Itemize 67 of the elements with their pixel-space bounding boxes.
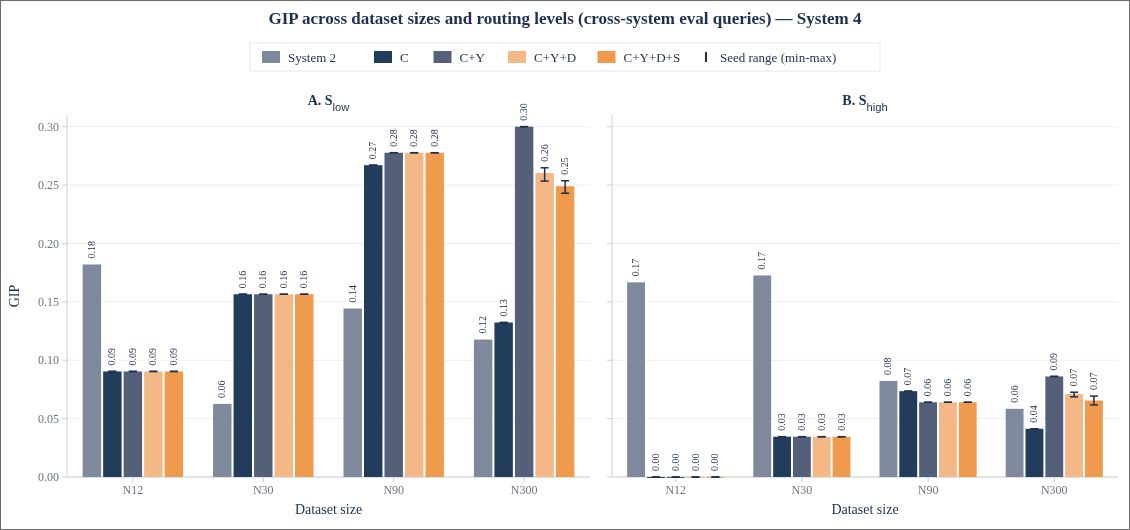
x-axis-title: Dataset size bbox=[831, 502, 899, 517]
data-label: 0.17 bbox=[630, 258, 642, 277]
data-label: 0.26 bbox=[538, 144, 550, 162]
data-label: 0.16 bbox=[257, 270, 269, 289]
data-label: 0.09 bbox=[147, 347, 159, 366]
data-label: 0.07 bbox=[1068, 368, 1080, 387]
legend-label: C+Y bbox=[459, 49, 486, 65]
data-label: 0.28 bbox=[387, 129, 399, 147]
data-label: 0.17 bbox=[756, 251, 768, 270]
x-tick-label: N12 bbox=[122, 483, 144, 497]
data-label: 0.04 bbox=[1028, 405, 1040, 423]
data-label: 0.07 bbox=[902, 367, 914, 386]
x-tick-label: N300 bbox=[1040, 483, 1068, 497]
data-label: 0.09 bbox=[167, 347, 179, 366]
legend-label: System 2 bbox=[288, 49, 337, 65]
data-label: 0.03 bbox=[776, 413, 788, 431]
data-label: 0.13 bbox=[497, 299, 509, 317]
x-tick-label: N90 bbox=[383, 483, 405, 497]
data-label: 0.06 bbox=[1008, 385, 1020, 403]
data-label: 0.28 bbox=[428, 129, 440, 147]
data-label: 0.16 bbox=[236, 270, 248, 289]
y-tick-label: 0.25 bbox=[38, 178, 59, 193]
legend-label: C+Y+D bbox=[534, 49, 577, 65]
data-label: 0.00 bbox=[709, 453, 721, 471]
data-label: 0.00 bbox=[669, 453, 681, 471]
data-label: 0.27 bbox=[367, 141, 379, 160]
text: Seed range (min-max) bbox=[720, 49, 837, 65]
y-tick-label: 0.10 bbox=[38, 353, 59, 368]
y-tick-label: 0.30 bbox=[38, 119, 59, 134]
data-label: 0.25 bbox=[559, 157, 571, 175]
data-label: 0.03 bbox=[795, 413, 807, 431]
x-tick-label: N12 bbox=[665, 483, 687, 497]
chart-subtitle: B. S$_{high}$ bbox=[842, 93, 888, 113]
data-label: 0.00 bbox=[649, 453, 661, 471]
x-tick-label: N30 bbox=[252, 483, 274, 497]
data-label: 0.03 bbox=[815, 413, 827, 431]
data-label: 0.16 bbox=[277, 270, 289, 289]
data-label: 0.09 bbox=[1048, 352, 1060, 371]
legend-label: C bbox=[400, 49, 409, 65]
x-tick-label: N300 bbox=[510, 483, 538, 497]
chart-subtitle: A. S$_{low}$ bbox=[307, 93, 351, 113]
data-label: 0.12 bbox=[477, 316, 489, 334]
y-tick-label: 0.20 bbox=[38, 236, 59, 251]
data-label: 0.00 bbox=[689, 453, 701, 471]
data-label: 0.08 bbox=[882, 357, 894, 375]
y-tick-label: 0.00 bbox=[38, 470, 59, 485]
data-label: 0.03 bbox=[835, 413, 847, 431]
y-axis-title: GIP bbox=[7, 284, 22, 308]
data-label: 0.06 bbox=[922, 378, 934, 397]
data-label: 0.09 bbox=[106, 347, 118, 366]
y-tick-label: 0.15 bbox=[38, 295, 59, 310]
y-tick-label: 0.05 bbox=[38, 411, 59, 426]
data-label: 0.09 bbox=[126, 347, 138, 366]
x-tick-label: N90 bbox=[917, 483, 939, 497]
chart-title: GIP across dataset sizes and routing levels (cross-system eval queries) — System 4 bbox=[268, 9, 863, 28]
data-label: 0.06 bbox=[216, 380, 228, 398]
data-label: 0.18 bbox=[85, 240, 97, 259]
x-tick-label: N30 bbox=[791, 483, 813, 497]
data-label: 0.07 bbox=[1087, 372, 1099, 391]
data-label: 0.16 bbox=[298, 270, 310, 289]
data-label: 0.28 bbox=[408, 129, 420, 147]
data-label: 0.30 bbox=[518, 103, 530, 121]
x-axis-title: Dataset size bbox=[294, 502, 363, 517]
data-label: 0.06 bbox=[941, 378, 953, 397]
data-label: 0.06 bbox=[961, 378, 973, 397]
legend-label: C+Y+D+S bbox=[623, 49, 681, 65]
data-label: 0.14 bbox=[346, 284, 358, 303]
